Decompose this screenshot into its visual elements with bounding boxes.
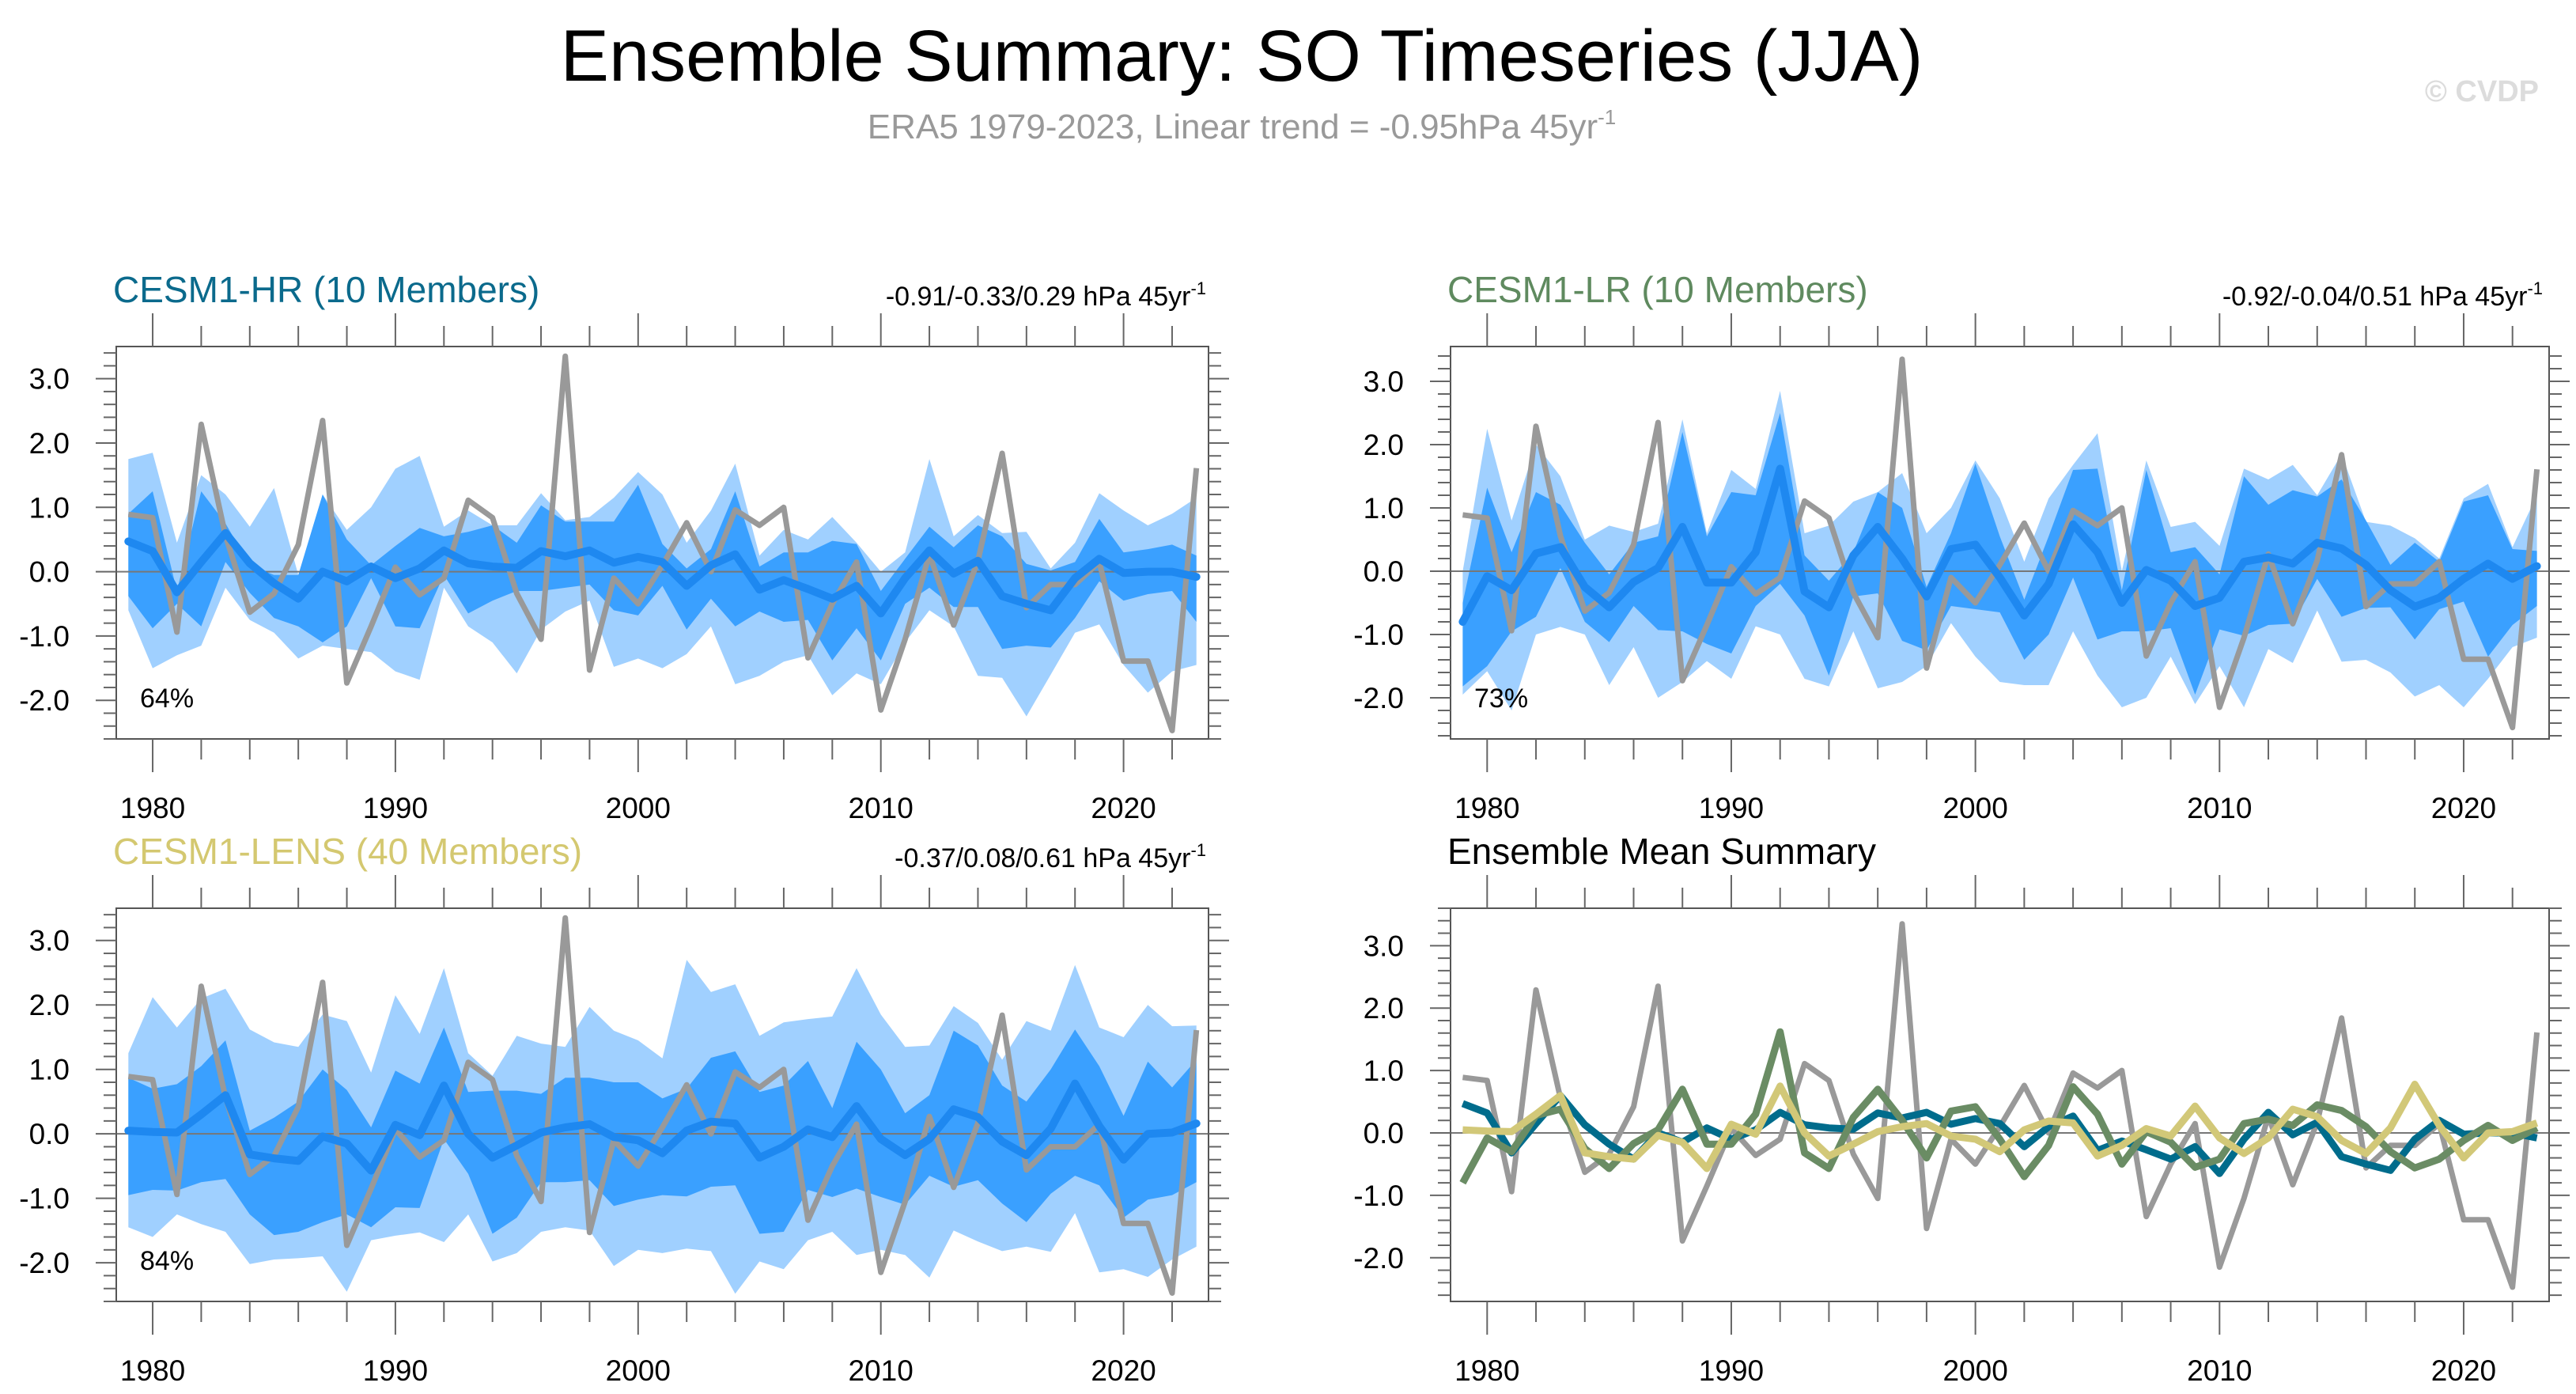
panel-title-cesm1-lr: CESM1-LR (10 Members): [1447, 269, 1868, 310]
series-line-era5: [1462, 921, 2540, 1290]
x-tick-label: 2010: [849, 792, 914, 824]
plot-frame: [1450, 907, 2550, 1302]
ensemble-mean-line: [124, 528, 1201, 618]
y-tick-label: 1.0: [1364, 492, 1404, 525]
x-tick-label: 1980: [120, 1354, 185, 1387]
x-tick-label: 2020: [2431, 1354, 2496, 1387]
subtitle: ERA5 1979-2023, Linear trend = -0.95hPa …: [868, 105, 1617, 146]
trend-text: -0.91/-0.33/0.29 hPa 45yr: [886, 282, 1191, 312]
trend-superscript: -1: [2527, 278, 2543, 298]
y-tick-label: 3.0: [29, 363, 70, 396]
era5-line: [127, 915, 1200, 1296]
x-tick-label: 2010: [849, 1354, 914, 1387]
series-line-cesm1-lr: [1459, 1028, 2539, 1185]
y-tick-label: -2.0: [1353, 682, 1404, 714]
trend-superscript: -1: [1190, 278, 1206, 298]
x-tick-label: 2000: [1942, 1354, 2007, 1387]
y-tick-label: 2.0: [29, 989, 70, 1021]
plot-frame: [115, 346, 1209, 740]
x-tick-label: 2000: [606, 792, 671, 824]
trend-text: -0.92/-0.04/0.51 hPa 45yr: [2222, 282, 2528, 312]
y-tick-label: 2.0: [1364, 429, 1404, 461]
y-tick-label: 2.0: [29, 427, 70, 460]
panel-cesm1-lens: CESM1-LENS (40 Members) -0.37/0.08/0.61 …: [19, 831, 1229, 1387]
trend-label-cesm1-lr: -0.92/-0.04/0.51 hPa 45yr-1: [2222, 278, 2543, 312]
x-tick-label: 1990: [1699, 792, 1764, 824]
plot-frame: [115, 907, 1209, 1302]
y-tick-label: -2.0: [1353, 1242, 1404, 1275]
x-tick-label: 2000: [1942, 792, 2007, 824]
x-tick-label: 1980: [1454, 1354, 1519, 1387]
y-tick-label: 2.0: [1364, 992, 1404, 1025]
trend-label-cesm1-hr: -0.91/-0.33/0.29 hPa 45yr-1: [886, 278, 1206, 312]
y-tick-label: -1.0: [1353, 1180, 1404, 1212]
y-tick-label: 0.0: [29, 556, 70, 589]
y-tick-label: 1.0: [29, 491, 70, 524]
x-tick-label: 2020: [1091, 792, 1156, 824]
series-line-cesm1-lens: [1462, 1081, 2539, 1172]
y-tick-label: 3.0: [1364, 366, 1404, 398]
x-tick-label: 1980: [120, 792, 185, 824]
x-tick-label: 1990: [363, 792, 428, 824]
percent-label: 64%: [140, 684, 194, 714]
y-tick-label: 1.0: [29, 1054, 70, 1086]
y-tick-label: 0.0: [29, 1118, 70, 1150]
x-tick-label: 1990: [1699, 1354, 1764, 1387]
y-tick-label: 0.0: [1364, 1117, 1404, 1150]
main-title: Ensemble Summary: SO Timeseries (JJA): [561, 16, 1923, 97]
x-tick-label: 2020: [2431, 792, 2496, 824]
y-tick-label: -1.0: [19, 1183, 70, 1215]
trend-text: -0.37/0.08/0.61 hPa 45yr: [895, 843, 1190, 873]
y-tick-label: -2.0: [19, 1247, 70, 1279]
panel-title-cesm1-lens: CESM1-LENS (40 Members): [113, 831, 582, 872]
percent-label: 73%: [1474, 684, 1528, 714]
subtitle-superscript: -1: [1598, 105, 1616, 129]
watermark: © CVDP: [2425, 75, 2539, 108]
x-tick-label: 2020: [1091, 1354, 1156, 1387]
x-tick-label: 1980: [1454, 792, 1519, 824]
x-tick-label: 2000: [606, 1354, 671, 1387]
percent-label: 84%: [140, 1246, 194, 1276]
y-tick-label: -1.0: [1353, 619, 1404, 651]
x-tick-label: 2010: [2187, 792, 2252, 824]
ensemble-mean-line: [124, 1079, 1201, 1175]
subtitle-text: ERA5 1979-2023, Linear trend = -0.95hPa …: [868, 108, 1598, 146]
y-tick-label: -2.0: [19, 684, 70, 717]
trend-label-cesm1-lens: -0.37/0.08/0.61 hPa 45yr-1: [895, 840, 1206, 873]
panel-title-ensemble-mean-summary: Ensemble Mean Summary: [1447, 831, 1876, 872]
y-tick-label: 3.0: [1364, 930, 1404, 962]
y-tick-label: 1.0: [1364, 1055, 1404, 1087]
y-tick-label: -1.0: [19, 620, 70, 653]
inner-spread-band: [1462, 413, 2537, 695]
ensemble-mean-line: [1458, 464, 2541, 626]
panel-cesm1-hr: CESM1-HR (10 Members) -0.91/-0.33/0.29 h…: [19, 269, 1229, 824]
x-tick-label: 2010: [2187, 1354, 2252, 1387]
panel-ensemble-mean-summary: Ensemble Mean Summary 3.0 2.0 1.0 0.0 -1.0 -2…: [1353, 831, 2570, 1387]
plot-frame: [1450, 346, 2550, 740]
panel-title-cesm1-hr: CESM1-HR (10 Members): [113, 269, 539, 310]
panel-cesm1-lr: CESM1-LR (10 Members) -0.92/-0.04/0.51 h…: [1353, 269, 2570, 824]
y-tick-label: 0.0: [1364, 555, 1404, 588]
x-tick-label: 1990: [363, 1354, 428, 1387]
inner-spread-band: [128, 484, 1197, 661]
y-tick-label: 3.0: [29, 925, 70, 957]
trend-superscript: -1: [1190, 840, 1206, 860]
